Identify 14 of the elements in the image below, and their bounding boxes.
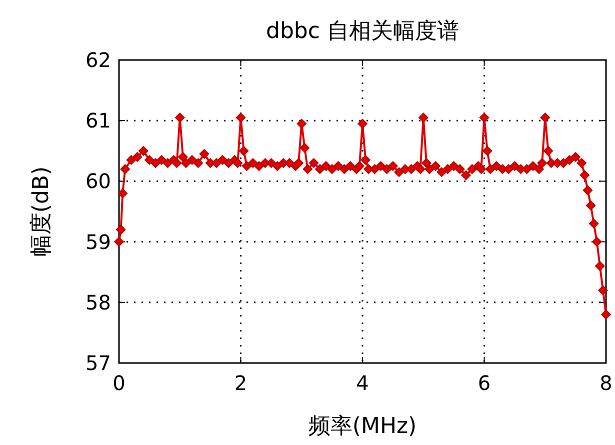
- y-axis-title: 幅度(dB): [29, 166, 54, 257]
- x-tick-label: 8: [600, 371, 612, 395]
- x-tick-label: 0: [112, 371, 126, 395]
- y-tick-label: 58: [86, 290, 111, 314]
- x-tick-label: 4: [356, 371, 369, 395]
- x-tick-label: 6: [478, 371, 491, 395]
- x-axis-title: 频率(MHz): [308, 414, 417, 439]
- y-tick-label: 61: [86, 108, 111, 133]
- y-tick-label: 60: [86, 169, 111, 194]
- y-tick-label: 57: [86, 351, 111, 375]
- y-tick-label: 59: [86, 230, 111, 254]
- chart-title: dbbc 自相关幅度谱: [266, 19, 459, 44]
- y-tick-label: 62: [86, 48, 111, 72]
- x-tick-label: 2: [234, 371, 248, 395]
